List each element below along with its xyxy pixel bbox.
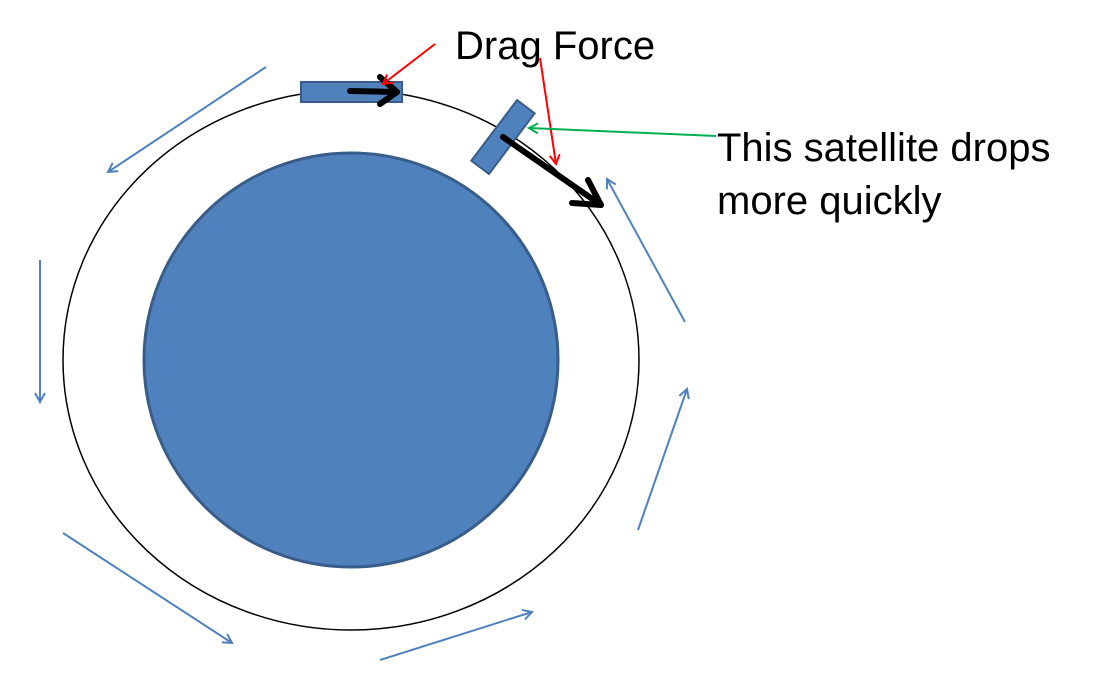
drag-force-pointers — [383, 43, 556, 164]
earth-circle — [142, 151, 560, 569]
motion-arrow-bottom — [379, 612, 532, 661]
motion-arrow-lower-right — [637, 389, 687, 531]
orbital-motion-arrows — [40, 66, 687, 661]
drag-force-label: Drag Force — [455, 24, 656, 68]
drag-pointer-to-tilted-satellite — [539, 57, 556, 164]
motion-arrow-upper-right — [607, 179, 686, 323]
drag-pointer-to-top-satellite — [383, 43, 436, 84]
satellite-top — [300, 74, 403, 107]
motion-arrow-top-left — [108, 66, 267, 172]
satellite-drop-note: This satellite drops more quickly — [717, 122, 1050, 228]
motion-arrow-bottom-left — [62, 532, 232, 643]
satellite-tilted-velocity-arrow — [500, 134, 604, 208]
satellite-tilted — [469, 98, 604, 208]
satellite-note-line-1: This satellite drops — [717, 126, 1051, 170]
satellite-note-line-2: more quickly — [717, 179, 942, 223]
callout-pointer — [529, 128, 717, 137]
